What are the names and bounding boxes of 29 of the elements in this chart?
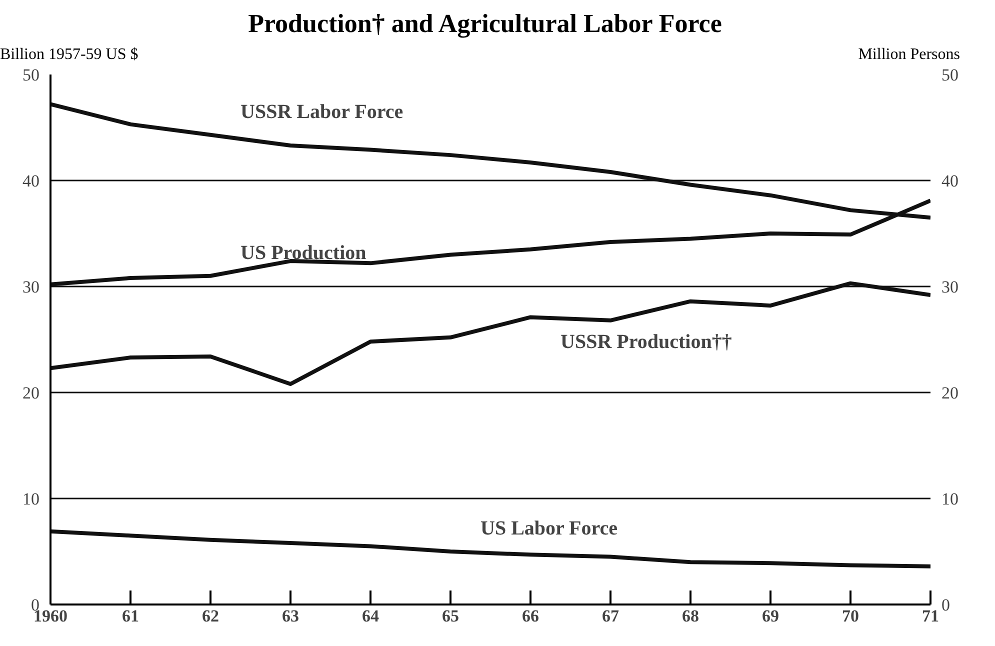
y-tick-label: 50 — [22, 66, 40, 84]
series-label: USSR Production†† — [560, 331, 732, 354]
y2-tick-label: 40 — [942, 172, 958, 190]
series-label: US Production — [240, 242, 366, 264]
y2-axis-title: Million Persons — [858, 45, 960, 65]
x-tick-label: 62 — [202, 606, 219, 626]
y-tick-label: 40 — [22, 172, 40, 190]
x-tick-label: 66 — [522, 606, 539, 626]
x-tick-label: 68 — [682, 606, 699, 626]
x-tick-label: 69 — [762, 606, 779, 626]
x-tick-label: 70 — [842, 606, 859, 626]
y2-tick-label: 20 — [942, 384, 958, 402]
x-tick-label: 64 — [362, 606, 380, 626]
x-tick-label: 61 — [122, 606, 139, 626]
x-tick-label: 65 — [442, 606, 459, 626]
x-tick-label: 63 — [282, 606, 299, 626]
x-tick-label: 67 — [602, 606, 620, 626]
y2-tick-label: 0 — [942, 596, 950, 614]
y-tick-label: 10 — [22, 490, 40, 508]
y-tick-label: 30 — [22, 278, 40, 296]
series-label: US Labor Force — [480, 518, 618, 540]
series-label: USSR Labor Force — [240, 100, 404, 123]
y2-tick-label: 50 — [942, 66, 958, 84]
y-tick-label: 20 — [22, 384, 40, 402]
x-tick-label: 71 — [922, 606, 939, 626]
y-axis-title: Billion 1957-59 US $ — [0, 45, 138, 65]
y2-tick-label: 10 — [942, 490, 958, 508]
chart-title: Production† and Agricultural Labor Force — [248, 8, 722, 40]
y2-tick-label: 30 — [942, 278, 958, 296]
